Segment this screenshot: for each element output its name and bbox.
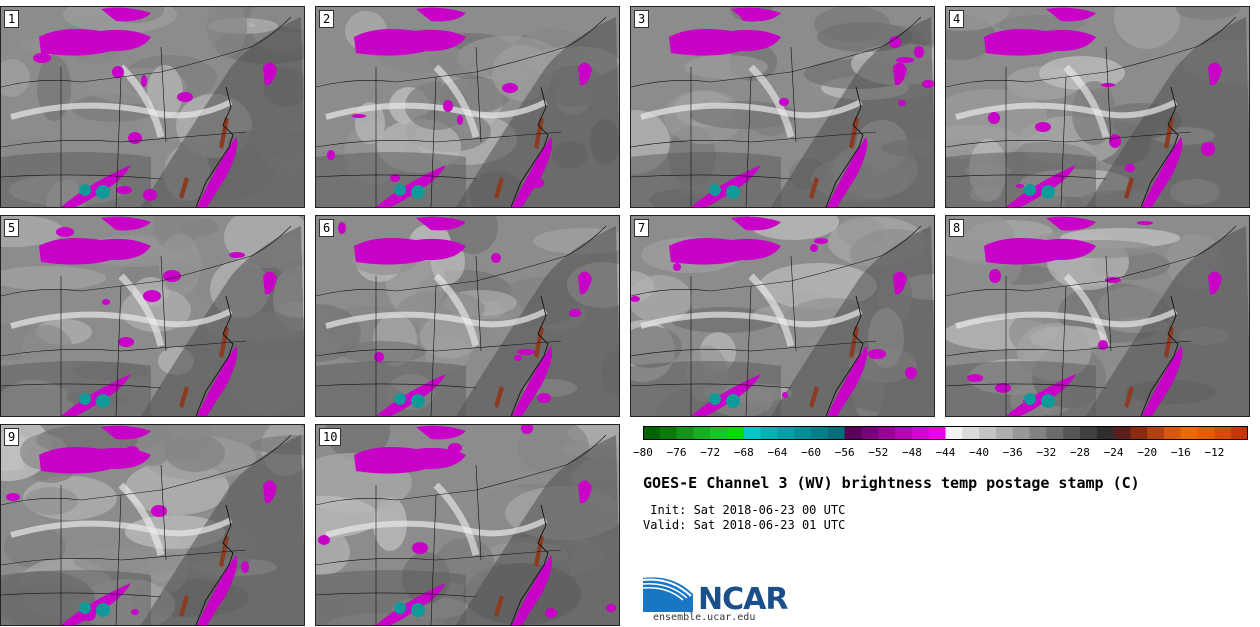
panel-number-label: 8 bbox=[949, 219, 965, 237]
colorbar-swatch bbox=[1130, 426, 1148, 440]
colorbar-swatch bbox=[895, 426, 913, 440]
colorbar-swatch bbox=[861, 426, 879, 440]
colorbar-swatch bbox=[1147, 426, 1165, 440]
colorbar-swatch bbox=[811, 426, 829, 440]
colorbar-swatch bbox=[1046, 426, 1064, 440]
colorbar-tick-label: −36 bbox=[1002, 446, 1023, 459]
colorbar-tick-label: −12 bbox=[1204, 446, 1225, 459]
panel-number-label: 5 bbox=[4, 219, 20, 237]
colorbar-swatch bbox=[979, 426, 997, 440]
map-panel: 10 bbox=[315, 424, 620, 626]
colorbar-swatch bbox=[777, 426, 795, 440]
colorbar-swatch bbox=[1063, 426, 1081, 440]
map-panel: 1 bbox=[0, 6, 305, 208]
panel-number-label: 2 bbox=[319, 10, 335, 28]
colorbar-swatch bbox=[1197, 426, 1215, 440]
panel-number-label: 3 bbox=[634, 10, 650, 28]
logo-wordmark: NCAR bbox=[698, 582, 788, 617]
colorbar-tick-label: −64 bbox=[767, 446, 788, 459]
colorbar-tick-label: −40 bbox=[969, 446, 990, 459]
colorbar-swatch bbox=[844, 426, 862, 440]
colorbar-swatch bbox=[945, 426, 963, 440]
page-title: GOES-E Channel 3 (WV) brightness temp po… bbox=[643, 474, 1140, 492]
colorbar-swatch bbox=[693, 426, 711, 440]
colorbar-swatch bbox=[760, 426, 778, 440]
panel-number-label: 4 bbox=[949, 10, 965, 28]
panel-number-label: 10 bbox=[319, 428, 342, 446]
colorbar-swatch bbox=[1113, 426, 1131, 440]
colorbar-swatch bbox=[1012, 426, 1031, 440]
colorbar-swatch bbox=[928, 426, 946, 440]
colorbar-tick-label: −20 bbox=[1137, 446, 1158, 459]
map-panel: 3 bbox=[630, 6, 935, 208]
map-panel: 4 bbox=[945, 6, 1250, 208]
map-panel: 7 bbox=[630, 215, 935, 417]
panel-number-label: 6 bbox=[319, 219, 335, 237]
colorbar-swatch bbox=[727, 426, 745, 440]
colorbar-tick-label: −28 bbox=[1069, 446, 1090, 459]
colorbar-swatch bbox=[794, 426, 812, 440]
colorbar-swatch bbox=[1231, 426, 1248, 440]
panel-number-label: 7 bbox=[634, 219, 650, 237]
colorbar-tick-label: −48 bbox=[901, 446, 922, 459]
colorbar bbox=[643, 426, 1248, 440]
colorbar-swatch bbox=[1029, 426, 1047, 440]
colorbar-tick-label: −72 bbox=[700, 446, 721, 459]
colorbar-tick-label: −44 bbox=[935, 446, 956, 459]
colorbar-swatch bbox=[676, 426, 694, 440]
map-panel: 2 bbox=[315, 6, 620, 208]
colorbar-tick-label: −56 bbox=[834, 446, 855, 459]
panel-number-label: 1 bbox=[4, 10, 20, 28]
colorbar-swatch bbox=[1096, 426, 1115, 440]
colorbar-tick-label: −32 bbox=[1036, 446, 1057, 459]
colorbar-swatch bbox=[827, 426, 846, 440]
colorbar-tick-label: −76 bbox=[666, 446, 687, 459]
colorbar-tick-label: −68 bbox=[733, 446, 754, 459]
colorbar-swatch bbox=[643, 426, 661, 440]
colorbar-swatch bbox=[911, 426, 930, 440]
colorbar-swatch bbox=[995, 426, 1014, 440]
init-time: Init: Sat 2018-06-23 00 UTC bbox=[643, 503, 846, 517]
panel-number-label: 9 bbox=[4, 428, 20, 446]
map-panel: 6 bbox=[315, 215, 620, 417]
colorbar-swatch bbox=[878, 426, 896, 440]
colorbar-swatch bbox=[1079, 426, 1098, 440]
colorbar-swatch bbox=[1214, 426, 1232, 440]
ncar-logo-icon bbox=[643, 577, 693, 612]
colorbar-tick-label: −60 bbox=[801, 446, 822, 459]
colorbar-tick-label: −52 bbox=[868, 446, 889, 459]
colorbar-swatch bbox=[962, 426, 980, 440]
colorbar-swatch bbox=[743, 426, 762, 440]
map-panel: 8 bbox=[945, 215, 1250, 417]
logo-url: ensemble.ucar.edu bbox=[653, 612, 756, 623]
colorbar-swatch bbox=[1180, 426, 1199, 440]
map-panel: 9 bbox=[0, 424, 305, 626]
colorbar-tick-label: −80 bbox=[633, 446, 653, 459]
colorbar-swatch bbox=[1163, 426, 1182, 440]
colorbar-swatch bbox=[659, 426, 678, 440]
colorbar-swatch bbox=[710, 426, 728, 440]
map-panel: 5 bbox=[0, 215, 305, 417]
colorbar-tick-label: −16 bbox=[1170, 446, 1191, 459]
valid-time: Valid: Sat 2018-06-23 01 UTC bbox=[643, 518, 846, 532]
colorbar-tick-label: −24 bbox=[1103, 446, 1124, 459]
